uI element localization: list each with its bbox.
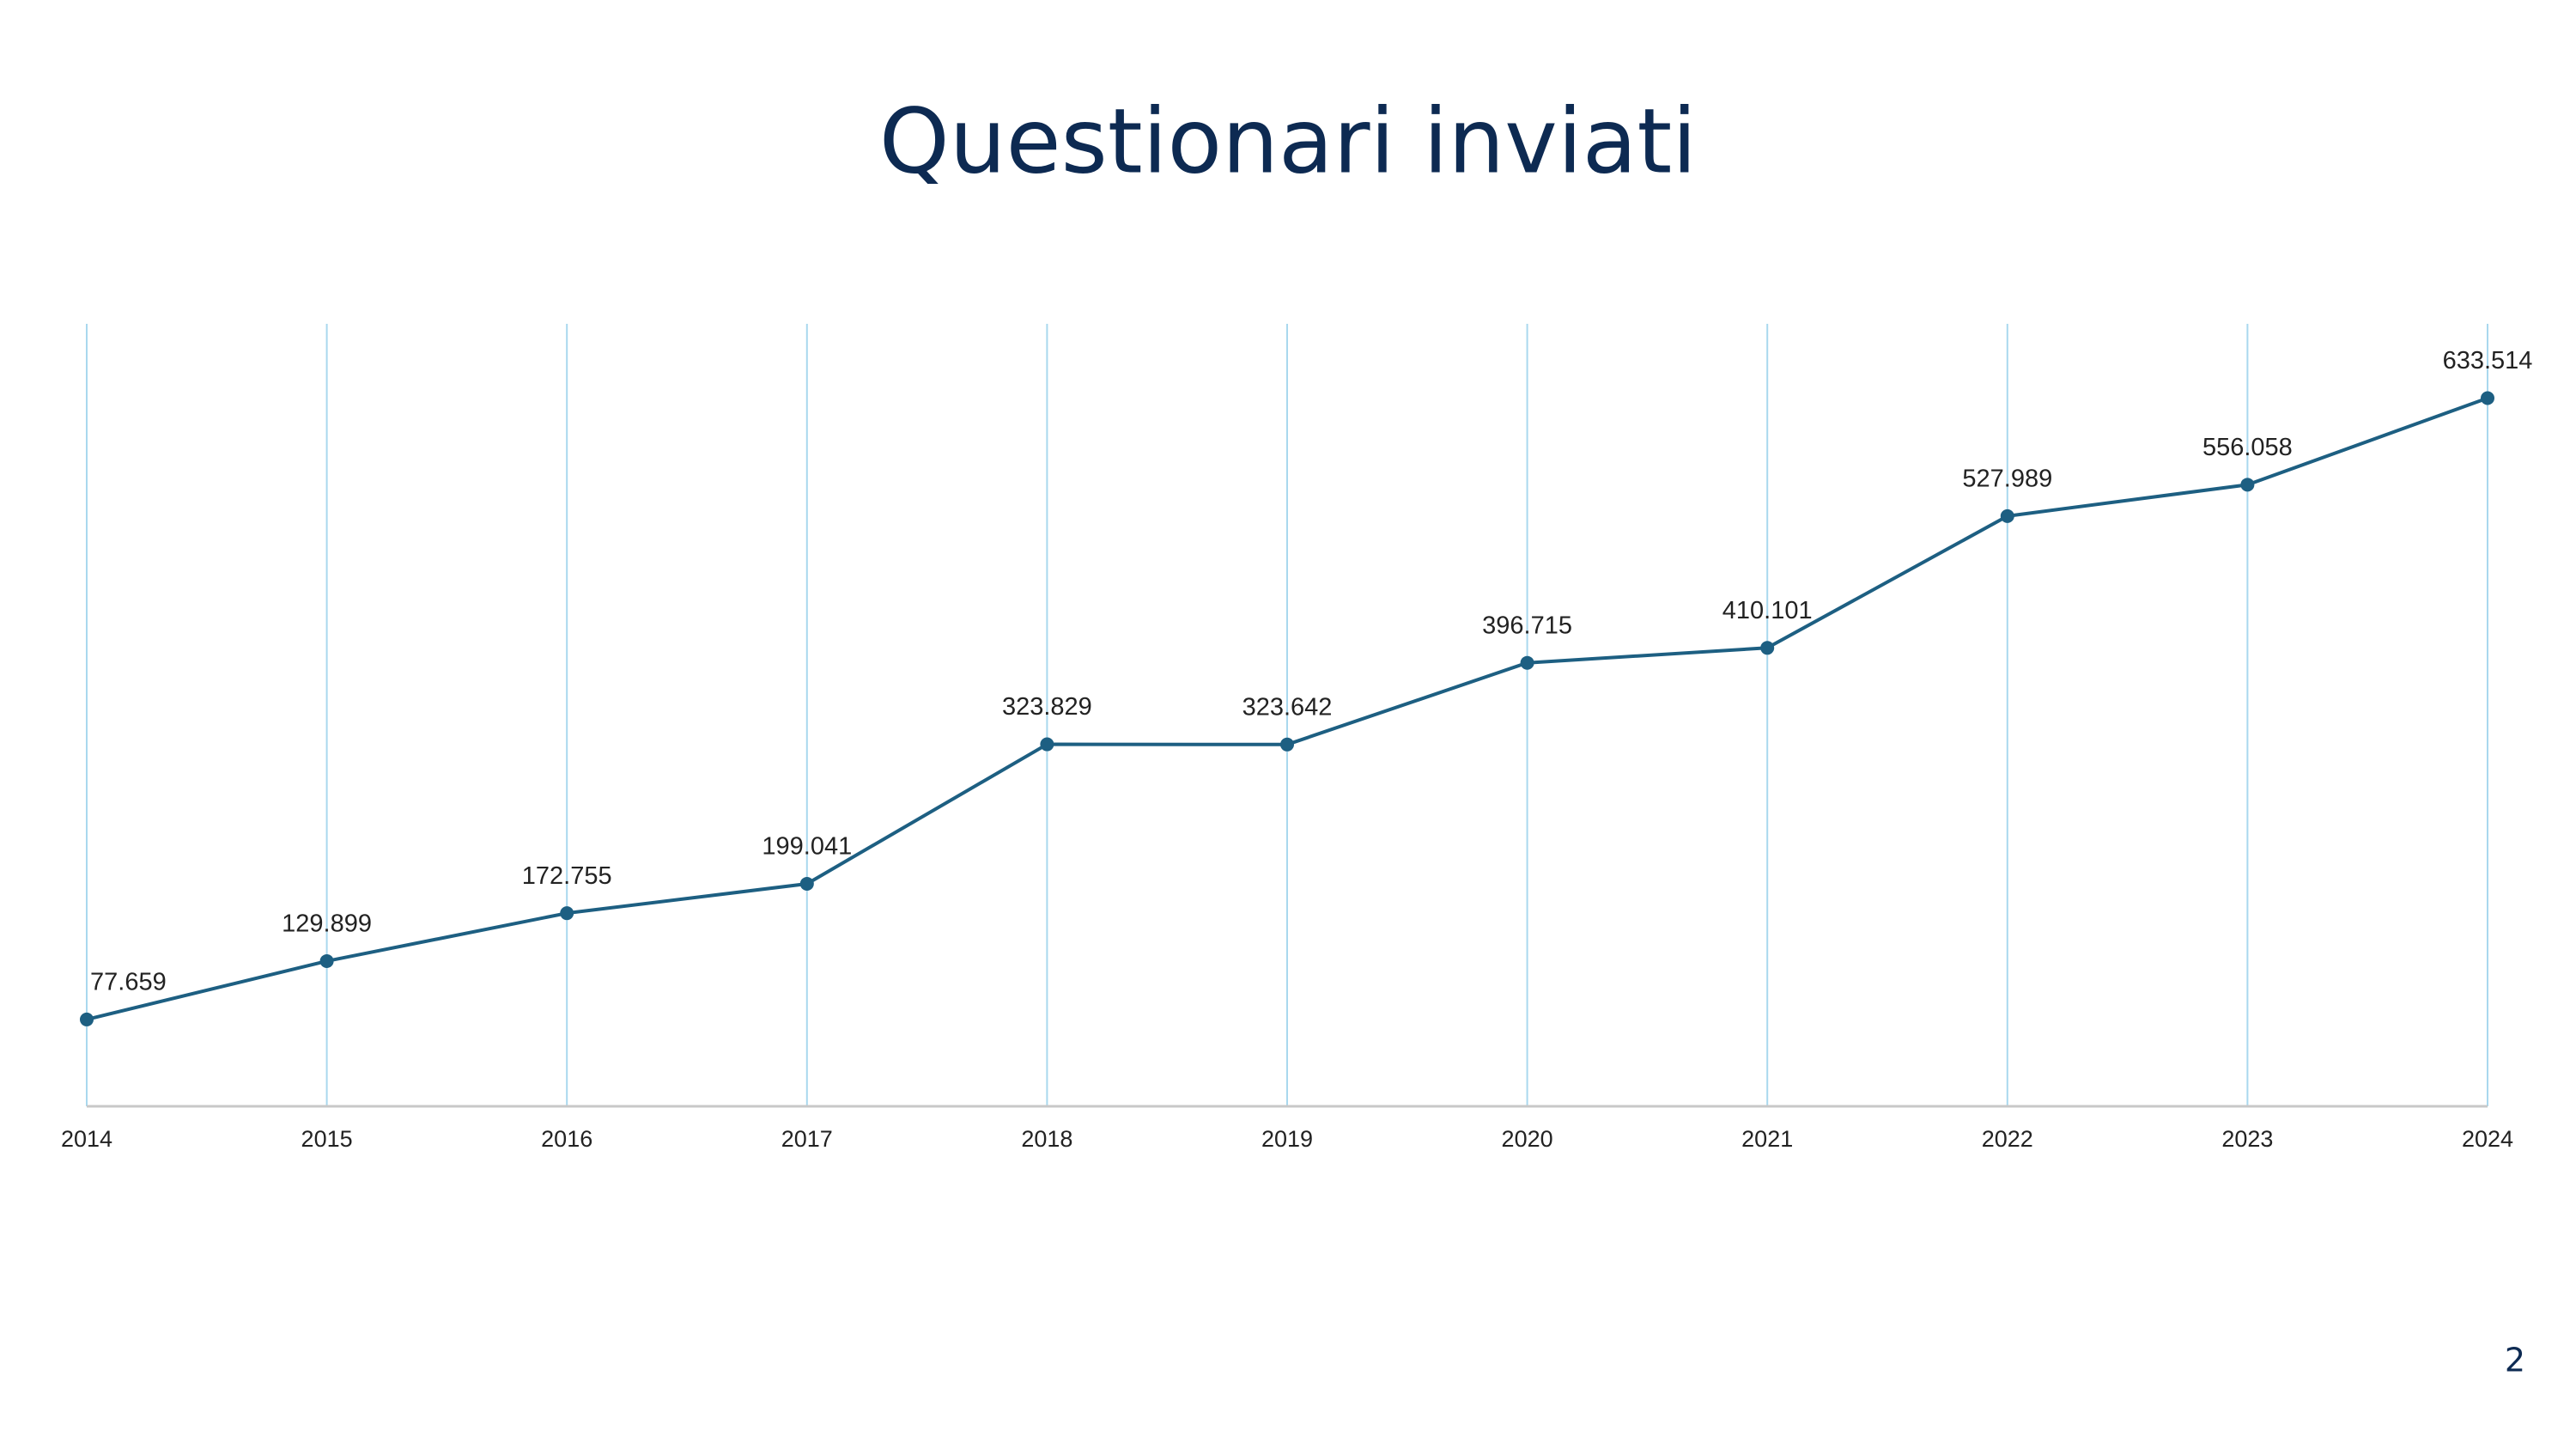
data-label: 77.659 xyxy=(90,969,167,996)
data-label: 199.041 xyxy=(762,833,852,861)
x-tick-label: 2021 xyxy=(1741,1126,1793,1152)
data-label: 323.829 xyxy=(1002,693,1092,721)
data-label: 633.514 xyxy=(2443,347,2533,374)
data-label: 172.755 xyxy=(522,862,612,890)
data-label: 323.642 xyxy=(1242,693,1333,721)
x-tick-label: 2023 xyxy=(2221,1126,2273,1152)
data-label: 396.715 xyxy=(1482,612,1572,639)
x-tick-label: 2016 xyxy=(541,1126,592,1152)
x-tick-label: 2014 xyxy=(61,1126,112,1152)
x-tick-label: 2018 xyxy=(1021,1126,1072,1152)
data-point xyxy=(560,906,574,921)
data-label: 410.101 xyxy=(1722,597,1813,624)
data-point xyxy=(799,876,814,891)
data-point xyxy=(319,953,334,968)
x-tick-label: 2015 xyxy=(301,1126,353,1152)
data-point xyxy=(1520,655,1534,670)
x-tick-label: 2017 xyxy=(781,1126,833,1152)
page-number: 2 xyxy=(2505,1342,2525,1379)
chart-title: Questionari inviati xyxy=(879,88,1697,193)
data-point xyxy=(1760,641,1775,655)
data-label: 129.899 xyxy=(282,910,372,938)
data-point xyxy=(2240,478,2255,492)
data-point xyxy=(2000,508,2014,523)
x-tick-label: 2020 xyxy=(1502,1126,1553,1152)
data-point xyxy=(2481,391,2494,405)
x-tick-label: 2024 xyxy=(2462,1126,2513,1152)
data-point xyxy=(80,1012,94,1026)
data-point xyxy=(1040,737,1054,752)
data-label: 527.989 xyxy=(1962,466,2052,493)
data-point xyxy=(1280,737,1294,752)
x-tick-label: 2022 xyxy=(1982,1126,2033,1152)
data-label: 556.058 xyxy=(2202,434,2293,461)
x-tick-label: 2019 xyxy=(1261,1126,1313,1152)
